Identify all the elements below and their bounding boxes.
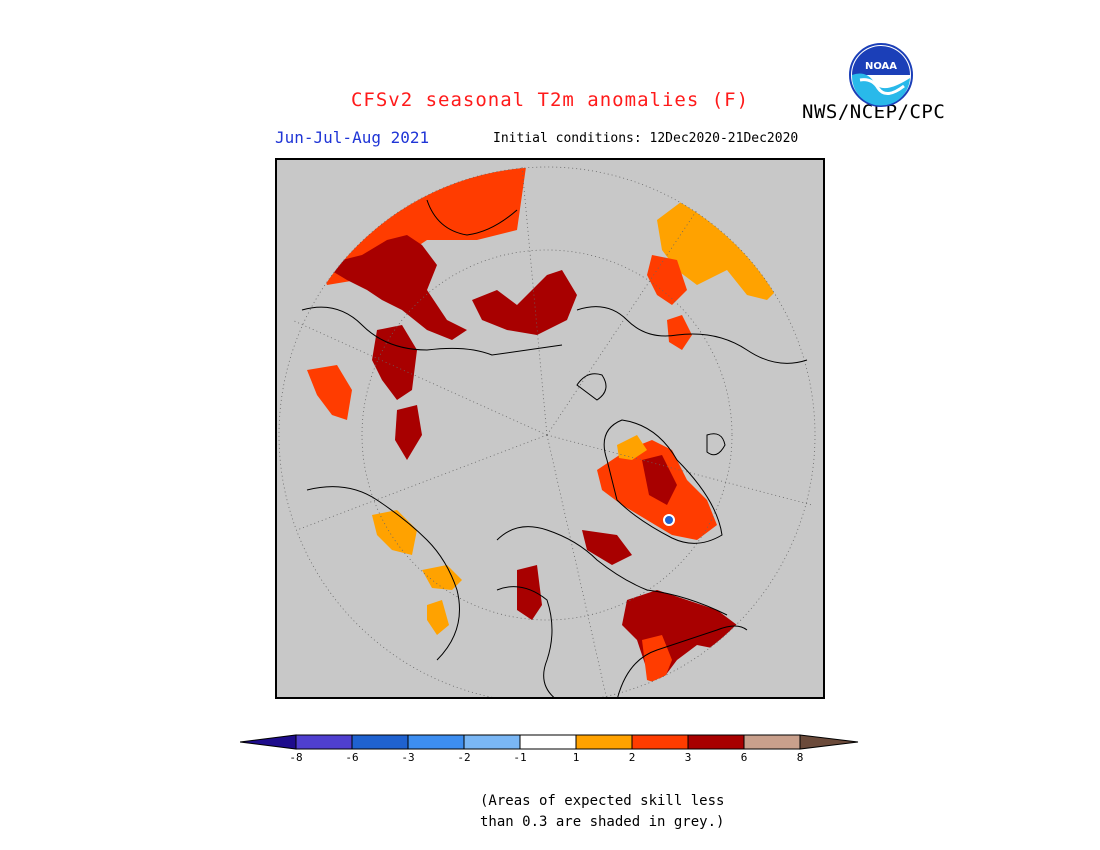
- swatch-9: [743, 734, 801, 750]
- colorbar-tick-label: -3: [401, 751, 415, 764]
- region-greenland-orange: [617, 435, 647, 460]
- forecast-period: Jun-Jul-Aug 2021: [275, 128, 430, 147]
- region-northeast-canada: [622, 590, 737, 680]
- chart-title: CFSv2 seasonal T2m anomalies (F): [350, 89, 750, 111]
- region-middle-east: [372, 325, 417, 400]
- colorbar-tick-label: 2: [628, 751, 636, 764]
- logo-text: NOAA: [865, 61, 897, 72]
- skill-note: (Areas of expected skill less than 0.3 a…: [480, 791, 724, 833]
- region-arctic-canada: [517, 565, 542, 620]
- graticule: [278, 166, 816, 697]
- skill-note-line-2: than 0.3 are shaded in grey.): [480, 814, 725, 830]
- swatch-5: [519, 734, 577, 750]
- colorbar-tick-label: 6: [740, 751, 748, 764]
- colorbar-tick-label: -2: [457, 751, 471, 764]
- colorbar: [240, 734, 859, 750]
- map-canvas: [278, 166, 816, 697]
- swatch-1: [295, 734, 353, 750]
- polar-map: [275, 158, 825, 699]
- region-east-asia-red: [647, 255, 687, 305]
- colorbar-tick-label: -1: [513, 751, 527, 764]
- region-eastern-europe: [322, 235, 467, 340]
- agency-label: NWS/NCEP/CPC: [802, 101, 946, 123]
- initial-conditions: Initial conditions: 12Dec2020-21Dec2020: [493, 131, 799, 146]
- swatch-6: [575, 734, 633, 750]
- region-alaska: [372, 510, 417, 555]
- colorbar-tick-label: -8: [289, 751, 303, 764]
- region-greenland-core: [642, 455, 677, 505]
- colorbar-tick-label: 1: [572, 751, 580, 764]
- greenland-cold-spot: [663, 514, 675, 526]
- anomaly-layer: [307, 167, 787, 685]
- swatch-2: [351, 734, 409, 750]
- swatch-7: [631, 734, 689, 750]
- region-arabia: [395, 405, 422, 460]
- region-korea-red: [667, 315, 692, 350]
- coastlines: [301, 199, 808, 697]
- region-pacific-coast: [427, 600, 449, 635]
- colorbar-arrow-right: [799, 734, 859, 750]
- region-canada-islands: [582, 530, 632, 565]
- noaa-logo-icon: NOAA: [849, 43, 913, 107]
- colorbar-tick-label: 8: [796, 751, 804, 764]
- region-western-canada: [422, 565, 462, 590]
- swatch-3: [407, 734, 465, 750]
- swatch-4: [463, 734, 521, 750]
- swatch-8: [687, 734, 745, 750]
- colorbar-tick-label: 3: [684, 751, 692, 764]
- skill-note-line-1: (Areas of expected skill less: [480, 793, 725, 809]
- region-central-asia: [472, 270, 577, 335]
- colorbar-tick-label: -6: [345, 751, 359, 764]
- region-africa-red: [307, 365, 352, 420]
- colorbar-arrow-left: [240, 734, 297, 750]
